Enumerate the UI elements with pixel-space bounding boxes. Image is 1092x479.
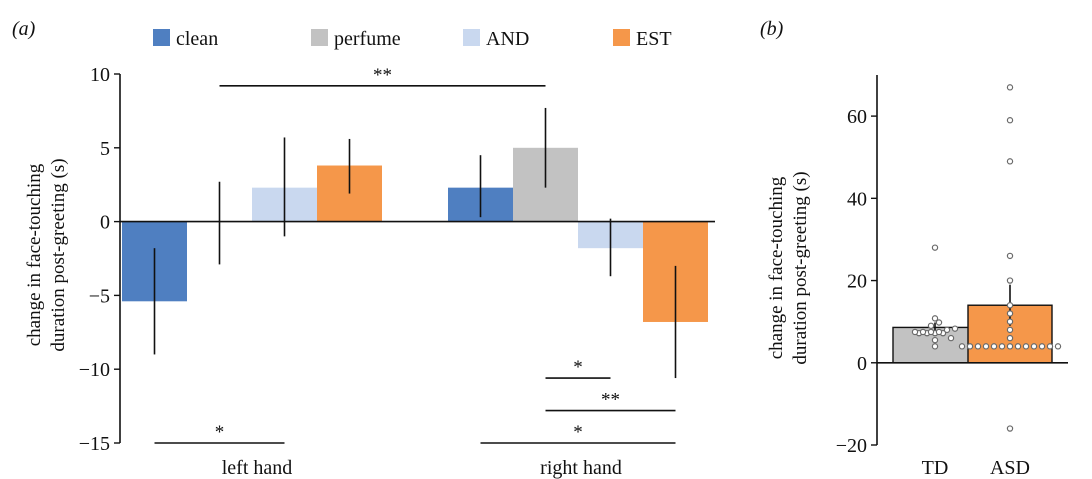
y-tick-label: 20: [847, 271, 867, 293]
y-tick-label: −15: [79, 433, 110, 455]
data-point-asd: [1006, 326, 1014, 334]
data-point-td: [927, 328, 935, 336]
data-point-asd: [1006, 334, 1014, 342]
data-point-td: [931, 244, 939, 251]
data-point-td: [931, 343, 939, 350]
legend-swatch-clean: [153, 29, 170, 46]
y-tick-label: 40: [847, 188, 867, 210]
data-point-td: [931, 315, 939, 322]
data-point-td: [927, 322, 935, 329]
data-point-asd: [1014, 343, 1022, 350]
significance-label: *: [573, 422, 583, 443]
panel-a: (a) clean perfume AND EST change in face-to…: [12, 18, 715, 479]
category-label-td: TD: [922, 457, 949, 479]
data-point-td: [911, 328, 919, 336]
data-point-asd: [958, 343, 966, 350]
legend-label-perfume: perfume: [334, 28, 401, 50]
data-point-asd: [1054, 343, 1062, 350]
y-tick-label: −10: [79, 359, 110, 381]
data-point-td: [947, 334, 955, 342]
data-point-asd: [1006, 277, 1014, 284]
data-point-td: [931, 336, 939, 344]
legend-swatch-est: [613, 29, 630, 46]
data-point-asd: [982, 343, 990, 350]
data-point-asd: [1046, 343, 1054, 350]
data-point-asd: [1006, 117, 1014, 124]
y-tick-label: 5: [100, 138, 110, 160]
data-point-asd: [990, 343, 998, 350]
legend-label-clean: clean: [176, 28, 218, 50]
ylabel-b-line2: duration post-greeting (s): [790, 171, 811, 364]
data-point-td: [935, 319, 943, 326]
data-point-asd: [1006, 310, 1014, 317]
data-point-asd: [1022, 343, 1030, 350]
data-point-asd: [998, 343, 1006, 350]
y-tick-label: 0: [857, 353, 867, 375]
legend: clean perfume AND EST: [153, 28, 672, 50]
data-point-asd: [974, 343, 982, 350]
data-point-asd: [1038, 343, 1046, 350]
data-point-asd: [1006, 158, 1014, 165]
data-point-td: [919, 328, 927, 336]
data-point-asd: [1006, 343, 1014, 350]
y-tick-label: 0: [100, 212, 110, 234]
data-point-asd: [1006, 425, 1014, 432]
ylabel-a-line1: change in face-touching: [24, 163, 45, 346]
significance-label: **: [601, 390, 620, 411]
significance-label: *: [215, 422, 225, 443]
data-point-asd: [1006, 302, 1014, 309]
panel-b: (b) change in face-touching duration pos…: [760, 18, 1068, 479]
data-point-asd: [966, 343, 974, 350]
data-point-td: [935, 328, 943, 336]
plot-area-b: 60 40 20 0 −20 TD ASD: [836, 75, 1068, 479]
significance-label: **: [373, 65, 392, 86]
significance-label: *: [573, 357, 583, 378]
category-label-asd: ASD: [990, 457, 1030, 479]
legend-swatch-and: [463, 29, 480, 46]
data-point-asd: [1006, 318, 1014, 325]
legend-label-and: AND: [486, 28, 529, 50]
panel-a-label: (a): [12, 18, 36, 40]
panel-b-label: (b): [760, 18, 784, 40]
category-label-right-hand: right hand: [540, 457, 622, 479]
y-tick-label: −5: [89, 285, 110, 307]
data-point-asd: [1030, 343, 1038, 350]
ylabel-b-line1: change in face-touching: [766, 176, 787, 359]
legend-label-est: EST: [636, 28, 672, 50]
legend-swatch-perfume: [311, 29, 328, 46]
y-tick-label: −20: [836, 435, 867, 457]
data-point-asd: [1006, 252, 1014, 260]
ylabel-a-line2: duration post-greeting (s): [48, 158, 69, 351]
data-point-asd: [1006, 84, 1014, 91]
data-point-td: [943, 326, 951, 334]
data-point-td: [951, 325, 959, 332]
y-tick-label: 10: [90, 64, 110, 86]
y-tick-label: 60: [847, 106, 867, 128]
category-label-left-hand: left hand: [222, 457, 293, 479]
